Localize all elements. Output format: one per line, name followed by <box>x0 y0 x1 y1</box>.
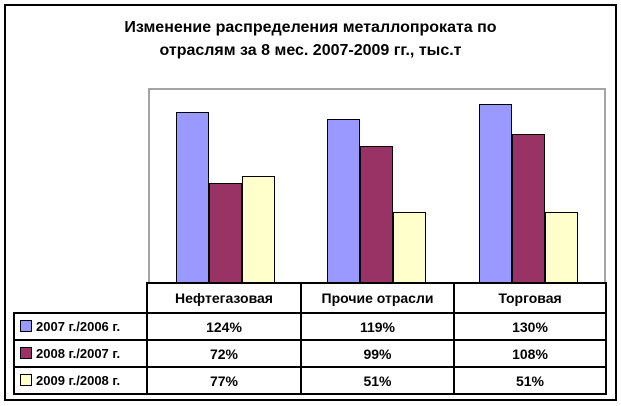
bar-group <box>150 90 301 282</box>
series-2008-swatch-icon <box>20 347 32 359</box>
bar <box>360 146 394 282</box>
value-cell: 99% <box>300 339 455 368</box>
value-cell: 51% <box>300 366 455 395</box>
value-cell: 119% <box>300 312 455 341</box>
bar <box>176 112 210 282</box>
legend-label-2009: 2009 г./2008 г. <box>36 373 121 388</box>
bar <box>478 104 512 282</box>
value-cell: 124% <box>146 312 302 341</box>
legend-label-2008: 2008 г./2007 г. <box>36 346 121 361</box>
bar <box>242 176 276 282</box>
category-header-prochie-otrasli: Прочие отрасли <box>300 282 455 314</box>
legend-cell-2008: 2008 г./2007 г. <box>13 339 148 368</box>
category-header-neftegazovaya: Нефтегазовая <box>146 282 302 314</box>
plot-area <box>148 88 606 282</box>
chart-title: Изменение распределения металлопроката п… <box>0 16 621 62</box>
bar <box>327 119 361 282</box>
chart-title-line-2: отраслям за 8 мес. 2007-2009 гг., тыс.т <box>159 42 462 59</box>
category-header-torgovaya: Торговая <box>453 282 607 314</box>
legend-cell-2009: 2009 г./2008 г. <box>13 366 148 395</box>
series-2007-swatch-icon <box>20 320 32 332</box>
bar <box>209 183 243 282</box>
legend-label-2007: 2007 г./2006 г. <box>36 319 121 334</box>
value-cell: 72% <box>146 339 302 368</box>
table-corner-cell <box>14 283 147 313</box>
legend-cell-2007: 2007 г./2006 г. <box>13 312 148 341</box>
value-cell: 51% <box>453 366 607 395</box>
series-2009-swatch-icon <box>20 374 32 386</box>
value-cell: 77% <box>146 366 302 395</box>
data-table: Нефтегазовая Прочие отрасли Торговая 200… <box>13 282 607 395</box>
table-row-2008: 2008 г./2007 г. 72% 99% 108% <box>13 339 607 368</box>
bar <box>393 212 427 282</box>
bar <box>511 134 545 282</box>
bar <box>544 212 578 282</box>
table-header-row: Нефтегазовая Прочие отрасли Торговая <box>14 282 607 314</box>
value-cell: 130% <box>453 312 607 341</box>
bar-group <box>453 90 604 282</box>
table-row-2007: 2007 г./2006 г. 124% 119% 130% <box>13 312 607 341</box>
table-row-2009: 2009 г./2008 г. 77% 51% 51% <box>13 366 607 395</box>
value-cell: 108% <box>453 339 607 368</box>
bar-group <box>301 90 452 282</box>
chart-title-line-1: Изменение распределения металлопроката п… <box>124 19 497 36</box>
